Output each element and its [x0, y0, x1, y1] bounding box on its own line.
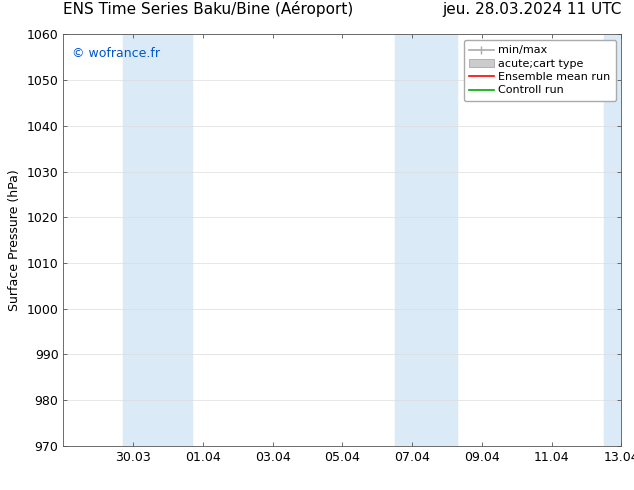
- Title: ENS Time Series Baku/Bine (Aéroport)        jeu. 28.03.2024 11 UTC: ENS Time Series Baku/Bine (Aéroport) jeu…: [0, 489, 1, 490]
- Bar: [123, 34, 192, 446]
- Y-axis label: Surface Pressure (hPa): Surface Pressure (hPa): [8, 169, 21, 311]
- Bar: [394, 34, 457, 446]
- Text: © wofrance.fr: © wofrance.fr: [72, 47, 160, 60]
- Bar: [604, 34, 621, 446]
- Text: ENS Time Series Baku/Bine (Aéroport): ENS Time Series Baku/Bine (Aéroport): [63, 1, 354, 17]
- Legend: min/max, acute;cart type, Ensemble mean run, Controll run: min/max, acute;cart type, Ensemble mean …: [463, 40, 616, 101]
- Text: jeu. 28.03.2024 11 UTC: jeu. 28.03.2024 11 UTC: [442, 2, 621, 17]
